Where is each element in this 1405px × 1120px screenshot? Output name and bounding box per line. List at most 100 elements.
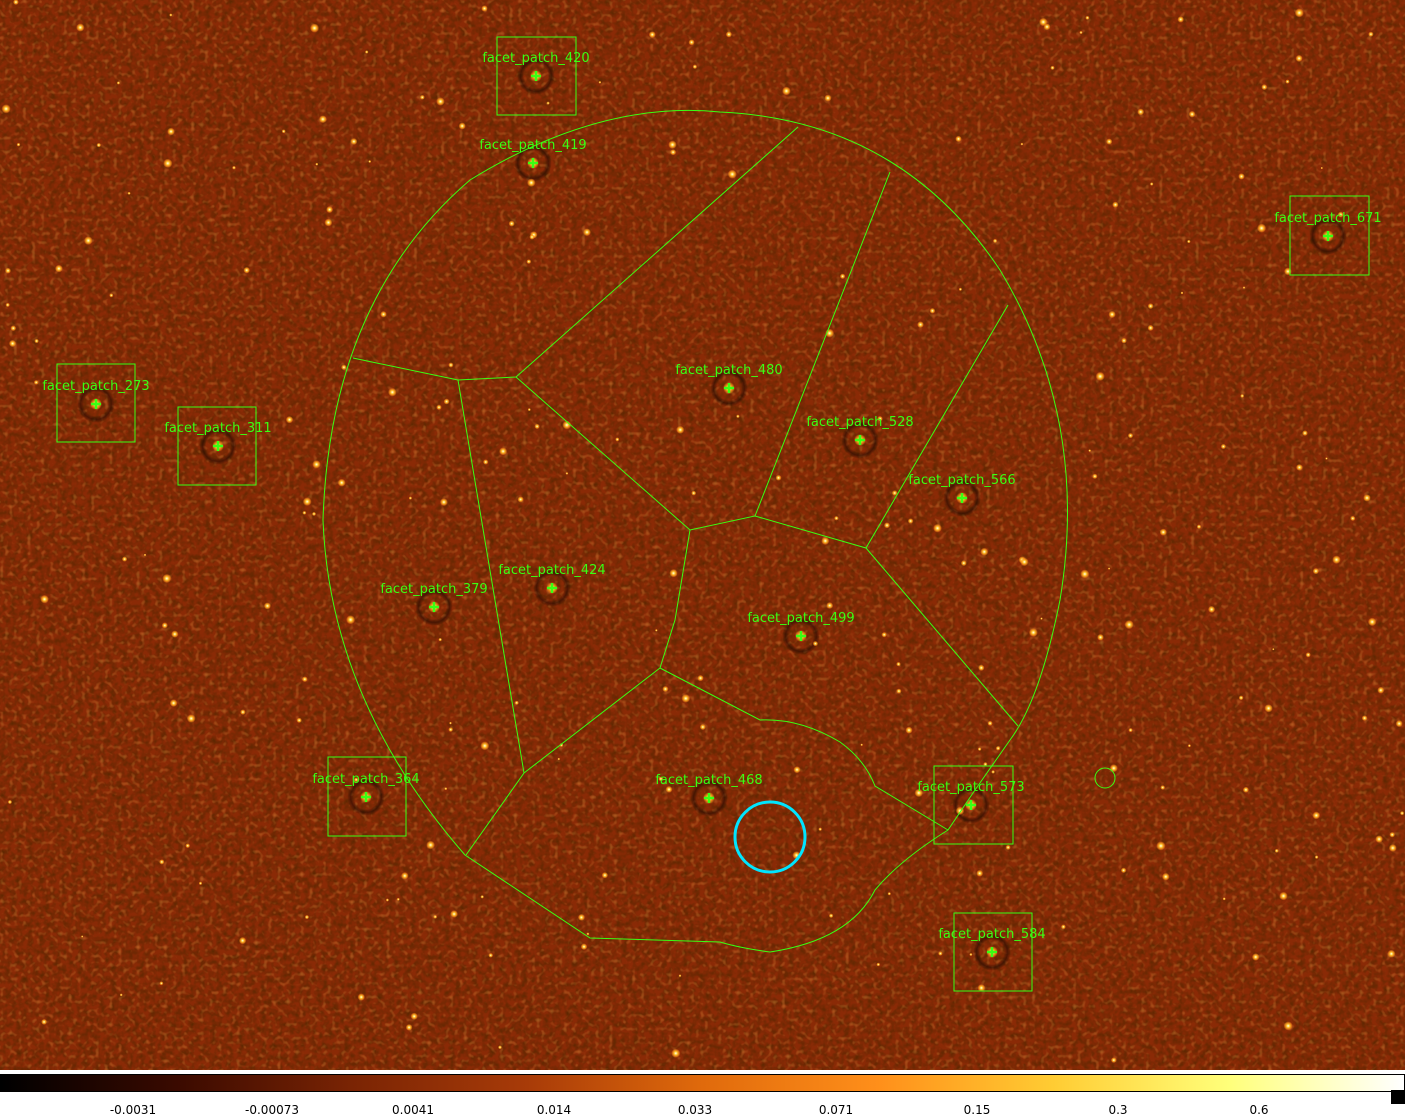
field-source [481, 5, 488, 12]
field-source [688, 39, 695, 46]
field-source [1238, 695, 1244, 701]
facet-box-573[interactable] [933, 765, 1014, 845]
field-source [1159, 528, 1168, 536]
field-source [907, 518, 914, 524]
field-source [350, 138, 358, 145]
facet-marker[interactable]: facet_patch_420 [482, 51, 590, 81]
field-source [914, 788, 924, 798]
field-source [240, 709, 246, 715]
facet-marker[interactable]: facet_patch_528 [806, 415, 914, 445]
facet-box-420[interactable] [496, 36, 577, 116]
facet-marker[interactable]: facet_patch_419 [479, 138, 587, 168]
facet-edge-2[interactable] [457, 379, 525, 774]
field-source [5, 267, 11, 274]
crosshair-icon [855, 435, 865, 445]
field-source [159, 981, 164, 986]
facet-region-overlay[interactable] [56, 36, 1370, 992]
image-viewer[interactable]: facet_patch_420 facet_patch_419 facet_patc… [0, 0, 1405, 1070]
field-source [1177, 16, 1184, 23]
facet-box-311[interactable] [177, 406, 257, 486]
field-source [826, 602, 834, 609]
facet-marker[interactable]: facet_patch_364 [312, 772, 420, 802]
field-source [881, 632, 887, 638]
field-source [304, 914, 310, 920]
facet-markers[interactable]: facet_patch_420 facet_patch_419 facet_patc… [42, 51, 1382, 957]
field-source [1312, 567, 1320, 575]
facet-marker[interactable]: facet_patch_273 [42, 379, 150, 409]
field-source [285, 416, 294, 424]
sky-image[interactable]: facet_patch_420 facet_patch_419 facet_patc… [0, 0, 1405, 1070]
field-source [1387, 949, 1396, 958]
small-circle-region[interactable] [1094, 767, 1116, 789]
facet-edge-5[interactable] [865, 547, 1019, 727]
crosshair-icon [213, 441, 223, 451]
colorbar-tick-label: 0.6 [1249, 1103, 1269, 1117]
field-source [668, 140, 677, 149]
facet-marker[interactable]: facet_patch_584 [938, 927, 1046, 957]
field-source [1120, 867, 1127, 874]
field-source [782, 86, 791, 96]
facet-label: facet_patch_468 [655, 773, 762, 788]
facet-marker[interactable]: facet_patch_573 [917, 780, 1025, 810]
facet-marker[interactable]: facet_patch_424 [498, 563, 606, 593]
crosshair-icon [796, 631, 806, 641]
facet-marker[interactable]: facet_patch_468 [655, 773, 763, 803]
facet-box-584[interactable] [953, 912, 1033, 992]
facet-marker[interactable]: facet_patch_671 [1274, 211, 1382, 241]
facet-marker[interactable]: facet_patch_379 [380, 582, 488, 612]
field-source [992, 238, 998, 244]
facet-marker[interactable]: facet_patch_480 [675, 363, 783, 393]
field-source [665, 785, 673, 793]
field-source [978, 664, 985, 671]
field-source [1388, 844, 1397, 852]
field-source [436, 97, 445, 106]
field-source [1284, 267, 1292, 276]
field-source [76, 23, 85, 32]
facet-box-671[interactable] [1289, 195, 1370, 276]
field-source [324, 218, 333, 227]
field-source [534, 423, 540, 430]
field-source [818, 827, 822, 831]
colorbar-tick-label: 0.071 [818, 1103, 854, 1117]
field-source [1079, 30, 1083, 35]
facet-marker[interactable]: facet_patch_566 [908, 473, 1016, 503]
field-source [161, 622, 168, 629]
field-source [991, 770, 995, 774]
field-source [301, 676, 308, 683]
field-source [1060, 924, 1066, 930]
field-source [580, 943, 588, 950]
facet-edge-1[interactable] [352, 126, 799, 381]
field-source [896, 688, 902, 694]
field-source [40, 594, 49, 604]
field-source [96, 142, 102, 148]
target-circle-region[interactable] [733, 800, 807, 874]
facet-boundary-outline[interactable] [322, 109, 1068, 953]
crosshair-icon [957, 493, 967, 503]
facet-edge-7[interactable] [659, 667, 949, 831]
field-source [546, 101, 550, 105]
field-source [933, 523, 942, 533]
field-source [1160, 785, 1166, 790]
facet-marker[interactable]: facet_patch_311 [164, 421, 272, 451]
field-source [1106, 138, 1113, 145]
field-source [1325, 457, 1328, 460]
field-source [449, 721, 452, 725]
field-source [483, 459, 489, 465]
field-source [309, 23, 320, 33]
facet-box-273[interactable] [56, 363, 136, 443]
field-source [929, 307, 936, 314]
facet-label: facet_patch_420 [482, 51, 589, 66]
field-source [337, 478, 346, 487]
field-source [1149, 182, 1154, 186]
field-source [1097, 633, 1104, 641]
field-source [1361, 715, 1368, 721]
facet-marker[interactable]: facet_patch_499 [747, 611, 855, 641]
field-source [1314, 855, 1319, 859]
field-source [169, 13, 173, 17]
facet-box-364[interactable] [327, 756, 407, 837]
facet-edge-3[interactable] [515, 171, 891, 531]
field-source [116, 81, 121, 85]
sky-noise-bright [0, 0, 1405, 1070]
colorbar[interactable] [0, 1074, 1405, 1092]
field-source [16, 142, 21, 147]
